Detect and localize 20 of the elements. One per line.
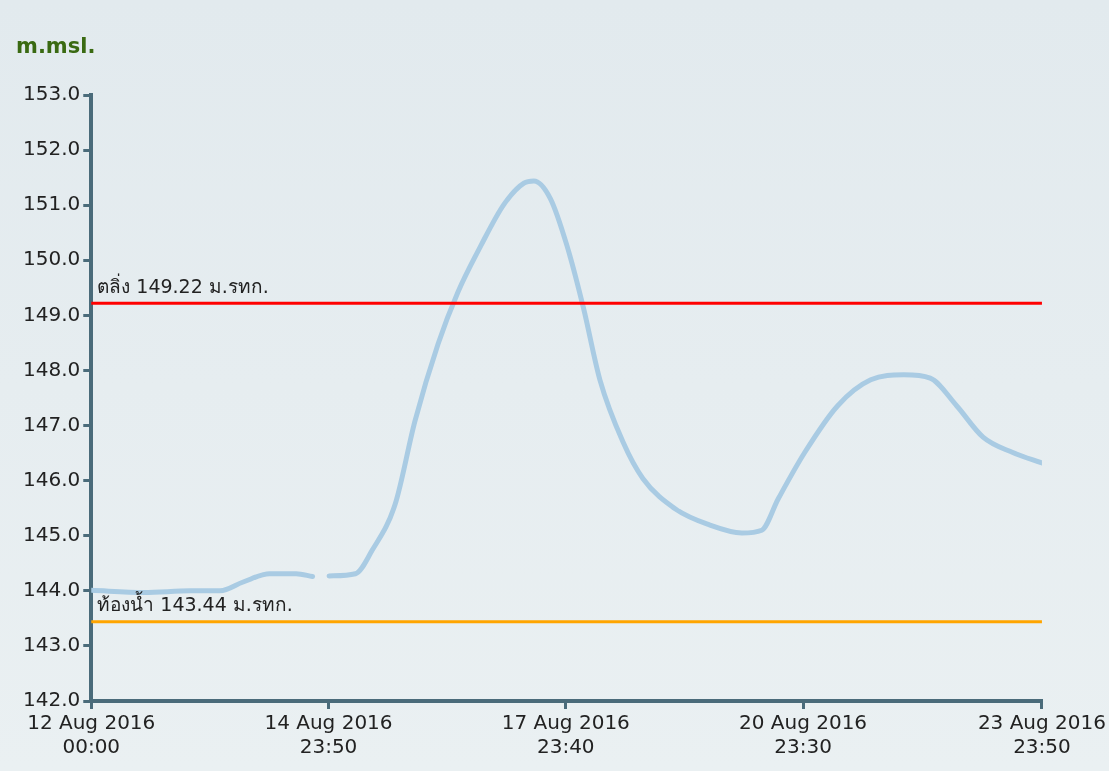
x-tick-label: 14 Aug 2016 23:50 (264, 710, 393, 759)
y-tick-label: 151.0 (22, 191, 81, 216)
x-tick-label: 12 Aug 2016 00:00 (27, 710, 156, 759)
x-tick-label: 20 Aug 2016 23:30 (738, 710, 868, 759)
y-tick-label: 153.0 (22, 81, 81, 106)
y-tick-label: 143.0 (22, 632, 81, 657)
y-tick-label: 145.0 (22, 521, 81, 546)
y-tick-label: 147.0 (22, 411, 81, 436)
y-tick-label: 144.0 (22, 577, 81, 602)
x-tick-label: 17 Aug 2016 23:40 (501, 710, 630, 759)
y-tick-label: 149.0 (22, 301, 81, 326)
y-tick-label: 148.0 (22, 356, 81, 381)
y-tick-label: 142.0 (22, 687, 81, 712)
y-tick-label: 150.0 (22, 246, 81, 271)
x-tick-label: 23 Aug 2016 23:50 (977, 710, 1106, 759)
ref-line-label: ตลิ่ง 149.22 ม.รทก. (97, 272, 269, 297)
y-tick-label: 146.0 (22, 466, 81, 491)
y-axis-title: m.msl. (16, 34, 96, 58)
y-tick-label: 152.0 (22, 136, 81, 161)
ref-line-label: ท้องน้ำ 143.44 ม.รทก. (97, 591, 293, 616)
